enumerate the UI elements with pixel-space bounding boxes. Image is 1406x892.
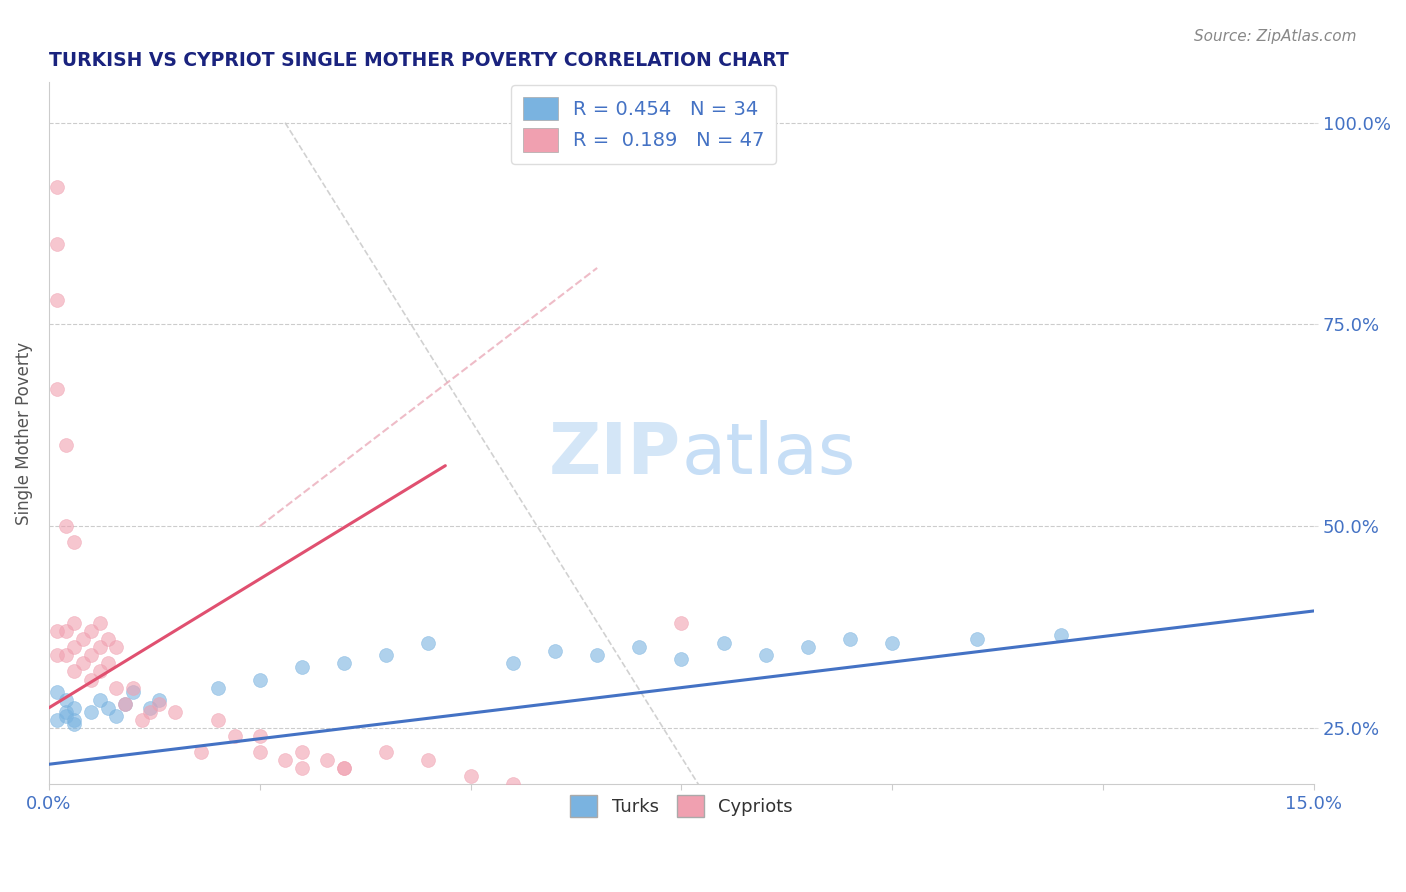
Point xyxy=(1050,628,1073,642)
Point xyxy=(63,615,86,630)
Point xyxy=(55,438,77,452)
Point xyxy=(249,673,271,687)
Point xyxy=(97,700,120,714)
Point xyxy=(544,644,567,658)
Point xyxy=(55,709,77,723)
Point xyxy=(882,636,904,650)
Point xyxy=(72,657,94,671)
Point xyxy=(46,382,69,396)
Point xyxy=(148,697,170,711)
Point xyxy=(105,681,128,695)
Point xyxy=(46,624,69,639)
Point xyxy=(97,657,120,671)
Point xyxy=(797,640,820,655)
Point xyxy=(207,681,229,695)
Point xyxy=(291,660,314,674)
Point xyxy=(316,753,339,767)
Point xyxy=(63,535,86,549)
Point xyxy=(122,681,145,695)
Point xyxy=(249,729,271,743)
Point xyxy=(55,624,77,639)
Text: atlas: atlas xyxy=(682,420,856,489)
Point xyxy=(291,745,314,759)
Point xyxy=(122,684,145,698)
Point xyxy=(131,713,153,727)
Point xyxy=(46,236,69,251)
Point xyxy=(628,640,651,655)
Point xyxy=(375,745,398,759)
Point xyxy=(97,632,120,647)
Point xyxy=(89,665,111,679)
Point xyxy=(586,648,609,663)
Point xyxy=(63,700,86,714)
Point xyxy=(207,713,229,727)
Point xyxy=(502,777,524,791)
Text: ZIP: ZIP xyxy=(550,420,682,489)
Point xyxy=(249,745,271,759)
Point xyxy=(713,636,735,650)
Point xyxy=(89,615,111,630)
Point xyxy=(839,632,862,647)
Point xyxy=(89,692,111,706)
Point xyxy=(46,180,69,194)
Point xyxy=(274,753,297,767)
Point xyxy=(63,713,86,727)
Point xyxy=(105,640,128,655)
Point xyxy=(46,713,69,727)
Point xyxy=(165,705,187,719)
Point xyxy=(63,665,86,679)
Text: Source: ZipAtlas.com: Source: ZipAtlas.com xyxy=(1194,29,1357,44)
Point xyxy=(190,745,212,759)
Point xyxy=(80,648,103,663)
Point xyxy=(224,729,246,743)
Point xyxy=(671,615,693,630)
Point xyxy=(80,624,103,639)
Point xyxy=(80,673,103,687)
Point xyxy=(114,697,136,711)
Text: TURKISH VS CYPRIOT SINGLE MOTHER POVERTY CORRELATION CHART: TURKISH VS CYPRIOT SINGLE MOTHER POVERTY… xyxy=(49,51,789,70)
Point xyxy=(460,769,482,783)
Point xyxy=(80,705,103,719)
Point xyxy=(46,684,69,698)
Point xyxy=(72,632,94,647)
Point xyxy=(418,753,440,767)
Point xyxy=(333,761,356,775)
Point xyxy=(55,519,77,533)
Point xyxy=(105,709,128,723)
Point xyxy=(89,640,111,655)
Point xyxy=(139,705,162,719)
Point xyxy=(139,700,162,714)
Point xyxy=(46,648,69,663)
Point xyxy=(333,657,356,671)
Legend: Turks, Cypriots: Turks, Cypriots xyxy=(562,788,800,824)
Point xyxy=(63,640,86,655)
Point xyxy=(55,705,77,719)
Point xyxy=(291,761,314,775)
Point xyxy=(55,648,77,663)
Point xyxy=(55,692,77,706)
Point xyxy=(375,648,398,663)
Point xyxy=(966,632,988,647)
Y-axis label: Single Mother Poverty: Single Mother Poverty xyxy=(15,342,32,525)
Point xyxy=(333,761,356,775)
Point xyxy=(502,657,524,671)
Point xyxy=(46,293,69,308)
Point xyxy=(755,648,778,663)
Point xyxy=(671,652,693,666)
Point xyxy=(63,717,86,731)
Point xyxy=(418,636,440,650)
Point xyxy=(114,697,136,711)
Point xyxy=(148,692,170,706)
